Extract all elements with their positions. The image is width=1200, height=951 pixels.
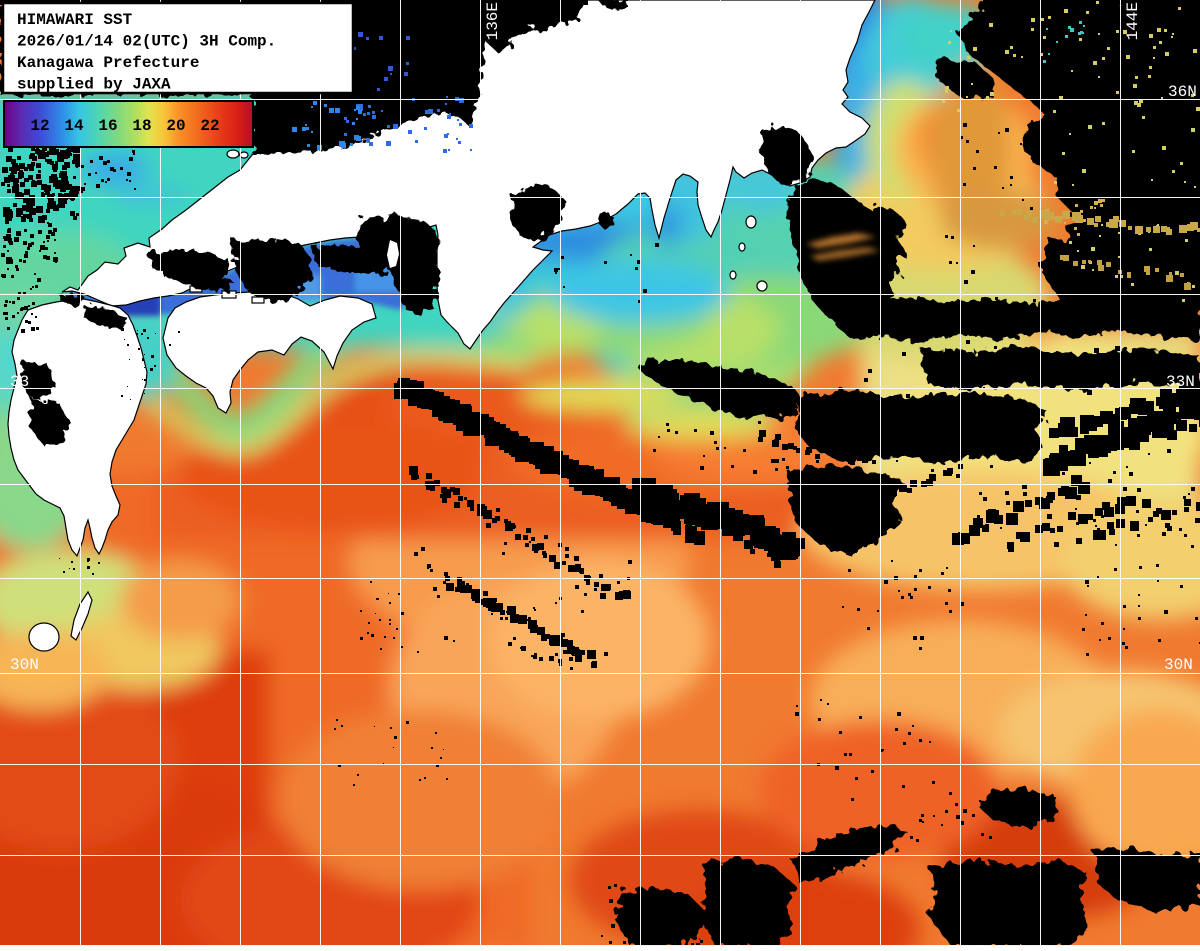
- svg-text:18: 18: [132, 117, 151, 135]
- svg-text:22: 22: [200, 117, 219, 135]
- svg-text:20: 20: [166, 117, 185, 135]
- svg-text:16: 16: [98, 117, 117, 135]
- svg-text:12: 12: [30, 117, 49, 135]
- svg-text:33: 33: [10, 373, 29, 391]
- svg-text:144E: 144E: [1124, 2, 1142, 40]
- svg-text:30N: 30N: [10, 656, 39, 674]
- svg-text:136E: 136E: [484, 2, 502, 40]
- svg-text:2026/01/14 02(UTC) 3H Comp.: 2026/01/14 02(UTC) 3H Comp.: [17, 33, 276, 51]
- svg-text:36N: 36N: [1168, 83, 1197, 101]
- svg-text:supplied by JAXA: supplied by JAXA: [17, 76, 171, 94]
- svg-text:Kanagawa Prefecture: Kanagawa Prefecture: [17, 54, 199, 72]
- svg-text:33N: 33N: [1166, 373, 1195, 391]
- svg-text:14: 14: [64, 117, 84, 135]
- svg-text:30N: 30N: [1164, 656, 1193, 674]
- svg-text:HIMAWARI SST: HIMAWARI SST: [17, 11, 133, 29]
